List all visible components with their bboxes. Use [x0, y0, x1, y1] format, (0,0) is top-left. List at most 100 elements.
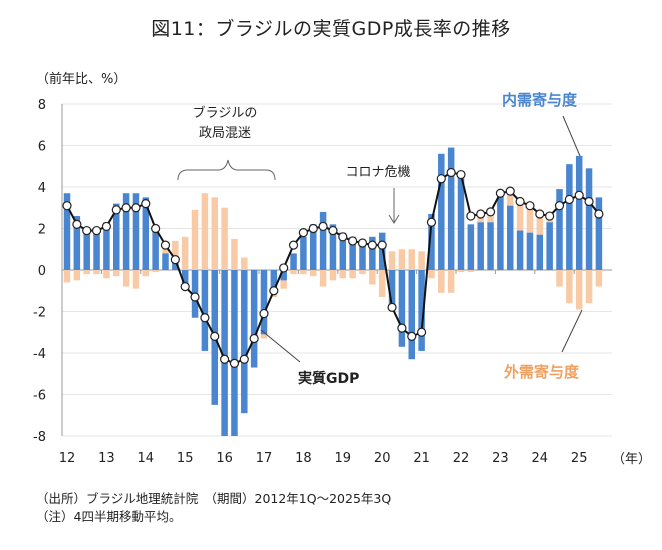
external-bar — [152, 270, 159, 273]
domestic-bar — [73, 216, 81, 270]
external-bar — [408, 249, 415, 270]
gdp-point — [308, 223, 318, 234]
gdp-point — [82, 225, 92, 236]
footnote: （注）4四半期移動平均。 — [36, 509, 182, 524]
annotation-real-gdp: 実質GDP — [298, 370, 359, 387]
domestic-bar — [290, 253, 297, 270]
domestic-bar — [526, 232, 534, 270]
y-axis-unit-label: （前年比、%） — [36, 72, 127, 87]
domestic-bar — [418, 270, 425, 351]
domestic-bar — [162, 253, 169, 270]
real-gdp-leader-line — [260, 329, 301, 363]
domestic-bar — [497, 193, 504, 270]
brace-icon — [177, 159, 276, 181]
domestic-bar — [585, 168, 593, 270]
gdp-point — [367, 240, 377, 250]
domestic-bar — [122, 193, 130, 270]
x-tick-label: 15 — [177, 451, 194, 466]
gdp-point — [397, 323, 407, 333]
x-tick-label: 21 — [413, 451, 430, 466]
y-tick-label: 0 — [38, 264, 46, 279]
domestic-bar — [507, 205, 514, 270]
external-bar — [339, 270, 347, 279]
gdp-point — [584, 196, 594, 207]
domestic-bar — [566, 164, 573, 270]
x-tick-label: 25 — [571, 451, 588, 466]
external-bar — [132, 270, 140, 289]
gdp-point — [495, 188, 505, 198]
source-note: （出所）ブラジル地理統計院 （期間）2012年1Q～2025年3Q — [36, 491, 392, 506]
gdp-point — [160, 240, 171, 250]
gdp-point — [141, 199, 151, 209]
domestic-bar — [369, 236, 376, 270]
gdp-point — [476, 209, 486, 219]
domestic-bar — [142, 197, 150, 270]
gdp-point — [357, 238, 368, 248]
external-bar — [595, 270, 603, 287]
gdp-point — [210, 331, 220, 341]
domestic-bar — [447, 147, 455, 270]
y-tick-label: -4 — [33, 347, 46, 362]
external-bar — [585, 270, 593, 304]
gdp-point — [239, 354, 249, 364]
external-bar — [388, 251, 396, 270]
domestic-bar — [152, 228, 159, 270]
domestic-bar — [103, 222, 110, 270]
domestic-bar — [270, 270, 278, 291]
gdp-point — [535, 209, 545, 219]
annotations: ブラジルの 政局混迷 コロナ危機 実質GDP 内需寄与度 外需寄与度 — [177, 91, 583, 387]
external-bar — [300, 270, 307, 275]
gdp-point — [72, 219, 82, 229]
external-bar — [447, 270, 455, 293]
external-bar — [467, 270, 475, 273]
domestic-bar — [260, 270, 268, 335]
y-axis-tick-labels: 8 6 4 2 0 -2 -4 -6 -8 — [33, 98, 46, 445]
domestic-bar — [221, 270, 228, 436]
gdp-point — [249, 333, 259, 344]
domestic-bar — [113, 203, 120, 270]
x-axis-unit-label: （年） — [612, 452, 652, 467]
gdp-point — [574, 190, 584, 200]
legend-domestic-demand: 内需寄与度 — [502, 91, 578, 109]
external-bar — [260, 334, 268, 339]
gdp-point — [594, 209, 604, 219]
external-bar — [211, 197, 218, 270]
x-tick-label: 12 — [59, 451, 76, 466]
external-bar — [191, 209, 199, 270]
gdp-point — [190, 292, 200, 302]
x-tick-label: 18 — [295, 451, 312, 466]
domestic-bar — [546, 222, 553, 270]
domestic-leader-line — [562, 115, 581, 157]
domestic-bar — [250, 270, 258, 368]
gdp-point — [288, 240, 299, 250]
gdp-point — [377, 240, 387, 250]
external-bar — [221, 207, 228, 270]
gdp-point — [131, 203, 141, 213]
gdp-point — [436, 174, 446, 184]
external-bar — [93, 270, 100, 275]
annotation-covid: コロナ危機 — [345, 165, 410, 180]
domestic-bar — [595, 197, 603, 270]
external-bar — [113, 270, 120, 277]
domestic-bar — [388, 270, 396, 310]
gdp-point — [259, 308, 269, 319]
domestic-bar — [556, 189, 563, 270]
external-bar — [369, 270, 376, 285]
domestic-bar — [516, 230, 524, 270]
gdp-point — [121, 203, 131, 213]
external-bar — [507, 189, 514, 206]
domestic-bar — [231, 270, 238, 436]
y-tick-label: -8 — [33, 430, 46, 445]
external-bar — [349, 270, 356, 279]
y-tick-label: -2 — [33, 306, 46, 321]
gdp-point — [279, 263, 289, 273]
domestic-bar — [181, 270, 189, 289]
external-bar — [536, 213, 544, 235]
x-tick-label: 23 — [492, 451, 509, 466]
x-tick-label: 16 — [216, 451, 233, 466]
gdp-point — [151, 223, 161, 234]
legend-external-demand: 外需寄与度 — [503, 363, 580, 381]
gdp-point — [62, 201, 72, 211]
y-tick-label: 4 — [38, 181, 46, 196]
external-bar — [378, 270, 386, 297]
